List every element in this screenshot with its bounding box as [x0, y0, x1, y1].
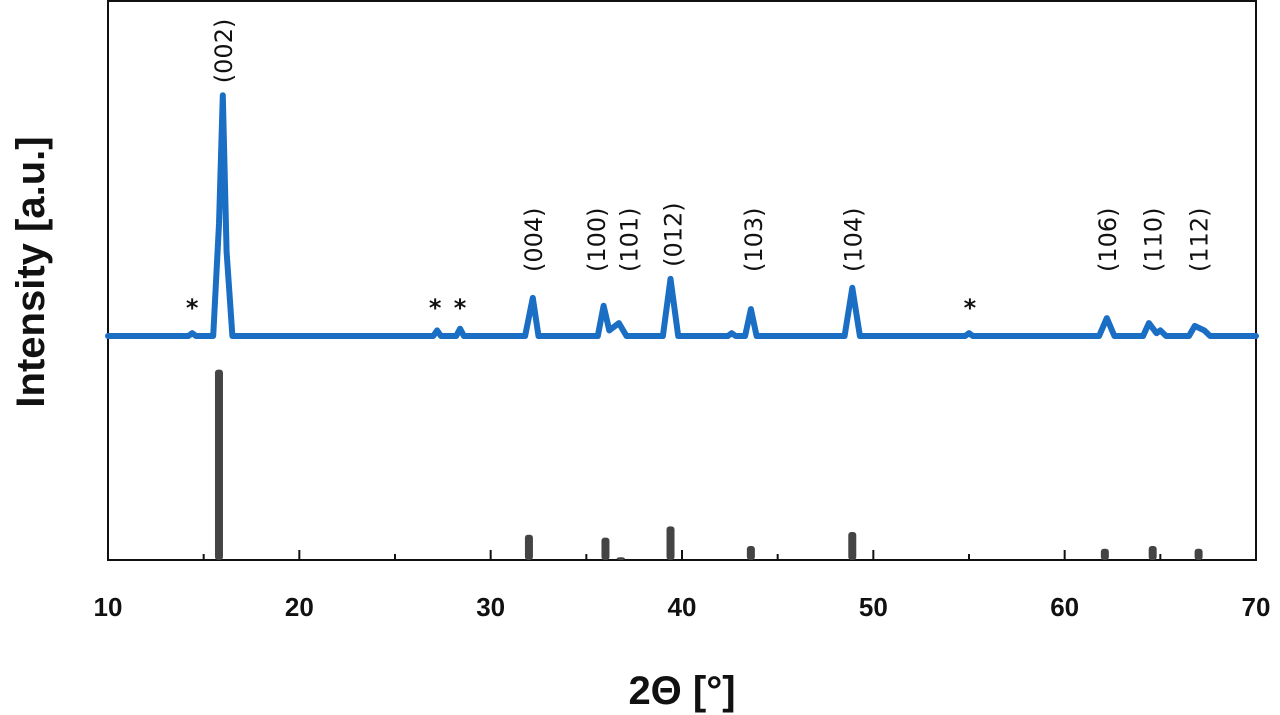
reference-stick: [848, 532, 857, 560]
reference-stick: [524, 534, 533, 560]
x-tick-label: 70: [1242, 592, 1271, 622]
peak-label: (103): [740, 207, 768, 272]
x-tick-label: 60: [1050, 592, 1079, 622]
x-tick-label: 40: [668, 592, 697, 622]
peak-label: (101): [615, 207, 643, 272]
reference-stick: [746, 546, 755, 560]
y-axis-label: Intensity [a.u.]: [9, 136, 53, 407]
reference-stick: [601, 537, 610, 560]
plot-frame: [107, 0, 1257, 561]
reference-stick: [1194, 548, 1203, 560]
x-tick-label: 30: [476, 592, 505, 622]
peak-label: (110): [1140, 207, 1168, 272]
impurity-marker: *: [186, 294, 199, 322]
reference-stick: [666, 526, 675, 560]
reference-stick: [1148, 546, 1157, 560]
impurity-marker: *: [454, 294, 467, 322]
peak-label: (002): [210, 19, 238, 84]
reference-stick: [616, 557, 625, 560]
x-tick-label: 20: [285, 592, 314, 622]
peak-label: (100): [583, 207, 611, 272]
x-axis-label: 2Θ [°]: [628, 669, 735, 713]
x-tick-label: 50: [859, 592, 888, 622]
pattern-line: [105, 92, 1259, 339]
peak-label: (112): [1186, 207, 1214, 272]
reference-stick: [214, 369, 223, 560]
peak-label: (104): [839, 207, 867, 272]
impurity-marker: *: [429, 294, 442, 322]
peak-label: (106): [1094, 207, 1122, 272]
peak-label: (004): [520, 207, 548, 272]
peak-label: (012): [659, 202, 687, 267]
impurity-marker: *: [964, 294, 977, 322]
reference-stick: [1100, 548, 1109, 560]
x-tick-label: 10: [94, 592, 123, 622]
